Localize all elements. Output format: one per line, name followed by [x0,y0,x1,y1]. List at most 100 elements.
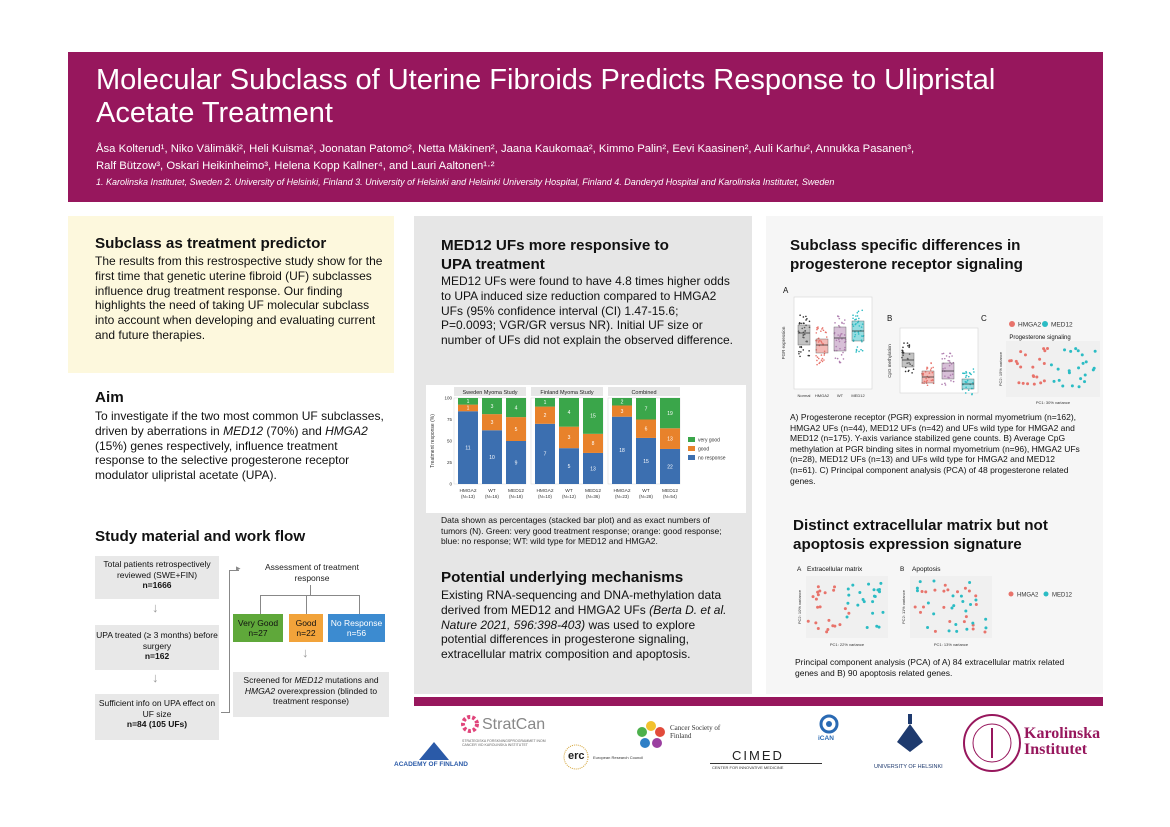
data-point [816,363,818,366]
point-hmga2 [814,621,818,625]
screen-hmga2: HMGA2 [244,685,276,696]
point-hmga2 [967,589,971,593]
cancer-society-text: Cancer Society of Finland [670,724,721,740]
med12-text: MED12 UFs were found to have 4.8 times h… [441,274,733,348]
point-med12 [1080,353,1084,357]
data-point [806,318,808,320]
bar-label: 13 [590,466,596,472]
data-point [838,317,841,320]
data-point [908,346,910,349]
data-point [857,310,860,313]
screen-c: overexpression (blinded to treatment res… [272,685,378,707]
point-hmga2 [826,627,830,631]
bar-segment [559,426,579,449]
point-hmga2 [1015,362,1019,366]
data-point [929,369,932,371]
point-hmga2 [825,630,829,634]
bar-segment [506,441,526,484]
cimed-subtext: CENTER FOR INNOVATIVE MEDICINE [712,765,784,770]
connector [229,570,230,713]
data-point [944,384,947,386]
data-point [944,382,946,385]
ecm-b-xlabel: PC1: 13% variance [934,642,969,647]
data-point [816,356,819,358]
screen-med12: MED12 [294,675,323,685]
data-point [965,370,967,373]
screen-b: mutations and [322,675,379,685]
data-point [861,340,863,343]
ecm-section: Distinct extracellular matrix but not ap… [793,516,1093,554]
bar-segment [458,398,478,405]
panel-label-a: A [783,286,789,295]
data-point [962,372,964,374]
plot-c-xlabel: PC1: 30% variance [1036,400,1071,405]
data-point [901,349,904,352]
panel-strip [454,387,526,396]
data-point [821,360,824,363]
point-med12 [1049,363,1053,367]
point-med12 [858,591,862,595]
data-point [821,357,824,360]
ecm-legend-hmga2: HMGA2 [1017,593,1039,599]
point-med12 [1077,366,1081,370]
data-point [907,370,910,373]
plot-c-frame [1006,341,1100,397]
point-hmga2 [948,619,952,623]
y-tick-label: 100 [444,396,452,401]
data-point [932,366,934,369]
point-hmga2 [833,624,837,628]
point-hmga2 [1035,375,1039,379]
box-sufficient-text: Sufficient info on UPA effect on UF size [98,698,216,719]
point-med12 [1077,385,1081,389]
point-med12 [1057,378,1061,382]
plot-a-cat: Normal [798,393,811,398]
point-hmga2 [943,583,947,587]
workflow-box-sufficient: Sufficient info on UPA effect on UF size… [95,694,219,740]
data-point [843,322,845,325]
x-tick-label: WT [488,488,496,494]
bar-label: 4 [515,405,518,411]
data-point [821,328,823,330]
point-hmga2 [1042,379,1046,383]
data-point [911,372,913,374]
legend-hmga2: HMGA2 [1018,322,1042,329]
data-point [837,315,840,318]
bar-segment [458,404,478,412]
data-point [816,359,818,362]
bar-label: 18 [619,448,625,454]
bar-label: 4 [568,410,571,416]
data-point [820,330,822,332]
point-hmga2 [974,603,978,607]
data-point [852,314,854,317]
point-med12 [1070,384,1074,388]
helsinki-logo: UNIVERSITY OF HELSINKI [872,714,952,774]
legend-label: no response [698,456,726,462]
x-tick-n: (N=13) [461,494,475,499]
response-very-good: Very Good n=27 [233,614,283,642]
bar-label: 1 [467,406,470,412]
bar-label: 2 [621,400,624,406]
bar-segment [660,428,680,449]
y-tick-label: 0 [449,482,452,487]
point-med12 [865,626,869,630]
nr-n: n=56 [346,628,367,638]
connector [221,712,230,713]
med12-heading-1: MED12 UFs more responsive to [441,237,669,254]
point-hmga2 [838,623,842,627]
point-med12 [915,589,919,593]
data-point [838,361,841,364]
y-tick-label: 75 [447,417,453,422]
data-point [800,345,803,348]
data-point [948,360,951,362]
data-point [945,355,948,357]
med12-section: MED12 UFs more responsive to UPA treatme… [441,236,736,348]
point-hmga2 [983,630,987,634]
point-med12 [875,624,879,628]
bar-segment [660,398,680,429]
point-med12 [879,581,883,585]
point-hmga2 [956,590,960,594]
data-point [941,383,943,386]
response-bar-chart: Treatment response (%) Sweden Myoma Study… [426,385,746,513]
point-med12 [877,587,881,591]
bar-label: 5 [568,464,571,470]
